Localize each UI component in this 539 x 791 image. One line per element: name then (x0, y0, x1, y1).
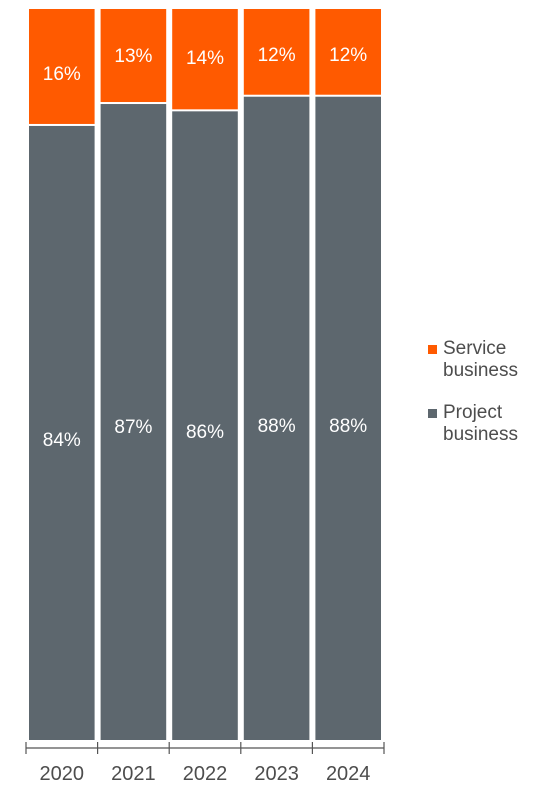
data-label-project-2024: 88% (329, 416, 367, 437)
bar-project-2023 (243, 96, 310, 741)
x-tick-label-2021: 2021 (111, 763, 156, 785)
data-label-service-2022: 14% (186, 48, 224, 69)
bar-service-2024 (315, 9, 381, 95)
data-label-project-2021: 87% (114, 417, 152, 438)
x-tick-label-2020: 2020 (40, 763, 85, 785)
legend-swatch-project-business (428, 409, 437, 418)
data-label-service-2020: 16% (43, 64, 81, 85)
chart-legend: Service business Project business (428, 338, 539, 466)
data-label-service-2024: 12% (329, 45, 367, 66)
data-label-project-2022: 86% (186, 422, 224, 443)
legend-swatch-service-business (428, 345, 437, 354)
bar-project-2022 (172, 111, 238, 741)
data-label-service-2021: 13% (114, 46, 152, 67)
x-tick-label-2022: 2022 (183, 763, 228, 785)
bar-service-2020 (29, 9, 95, 124)
bar-project-2020 (29, 125, 95, 740)
legend-label-project-business: Project business (443, 402, 518, 445)
data-label-project-2023: 88% (258, 416, 296, 437)
bar-service-2022 (172, 9, 238, 110)
x-tick-label-2024: 2024 (326, 763, 371, 785)
bar-project-2021 (100, 104, 167, 740)
bar-project-2024 (315, 96, 381, 741)
x-tick-label-2023: 2023 (254, 763, 299, 785)
data-label-project-2020: 84% (43, 430, 81, 451)
bar-service-2021 (100, 9, 167, 103)
legend-label-service-business: Service business (443, 338, 518, 381)
legend-item-project-business: Project business (428, 402, 539, 446)
bar-service-2023 (243, 9, 310, 95)
data-label-service-2023: 12% (258, 45, 296, 66)
legend-item-service-business: Service business (428, 338, 539, 382)
